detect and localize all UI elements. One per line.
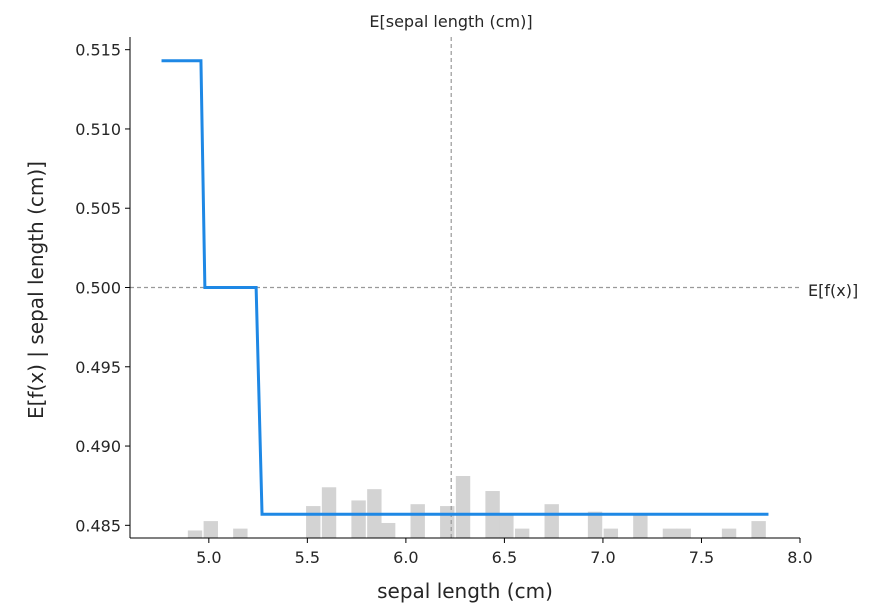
y-tick-label: 0.490 <box>75 437 121 456</box>
histogram-bar <box>633 513 648 538</box>
x-tick-label: 6.5 <box>492 548 517 567</box>
y-tick-label: 0.505 <box>75 199 121 218</box>
pdp-step-line <box>161 59 769 516</box>
histogram-bar <box>203 521 218 538</box>
histogram-bar <box>455 476 471 538</box>
y-tick-label: 0.510 <box>75 120 121 139</box>
histogram-bar <box>603 528 619 538</box>
x-tick-label: 5.0 <box>196 548 221 567</box>
histogram-bar <box>380 522 396 538</box>
histogram-bar <box>499 513 514 538</box>
x-tick-label: 7.0 <box>590 548 615 567</box>
histogram-bar <box>662 528 678 538</box>
y-tick-label: 0.500 <box>75 279 121 298</box>
histogram-bar <box>721 528 737 538</box>
histogram-bar <box>676 528 691 538</box>
histogram-bar <box>410 504 425 538</box>
y-tick-label: 0.495 <box>75 358 121 377</box>
x-tick-label: 8.0 <box>787 548 812 567</box>
x-tick-label: 6.0 <box>393 548 418 567</box>
histogram-bar <box>351 500 366 538</box>
y-tick-label: 0.485 <box>75 516 121 535</box>
histogram-layer <box>187 476 766 538</box>
x-tick-label: 7.5 <box>689 548 714 567</box>
histogram-bar <box>514 528 530 538</box>
y-tick-label: 0.515 <box>75 41 121 60</box>
histogram-bar <box>187 530 203 538</box>
feature-mean-label: E[sepal length (cm)] <box>369 12 532 31</box>
y-axis-ticks: 0.485 0.490 0.495 0.500 0.505 0.510 0.515 <box>75 41 130 535</box>
y-axis-label: E[f(x) | sepal length (cm)] <box>24 161 48 419</box>
histogram-bar <box>544 504 559 538</box>
histogram-bar <box>306 506 321 538</box>
histogram-bar <box>751 521 766 538</box>
x-axis-label: sepal length (cm) <box>377 579 553 603</box>
histogram-bar <box>440 506 455 538</box>
x-tick-label: 5.5 <box>295 548 320 567</box>
expected-value-label: E[f(x)] <box>808 281 858 300</box>
histogram-bar <box>321 487 337 538</box>
histogram-bar <box>233 528 248 538</box>
x-axis-ticks: 5.0 5.5 6.0 6.5 7.0 7.5 8.0 <box>196 538 813 567</box>
histogram-bar <box>587 511 603 538</box>
